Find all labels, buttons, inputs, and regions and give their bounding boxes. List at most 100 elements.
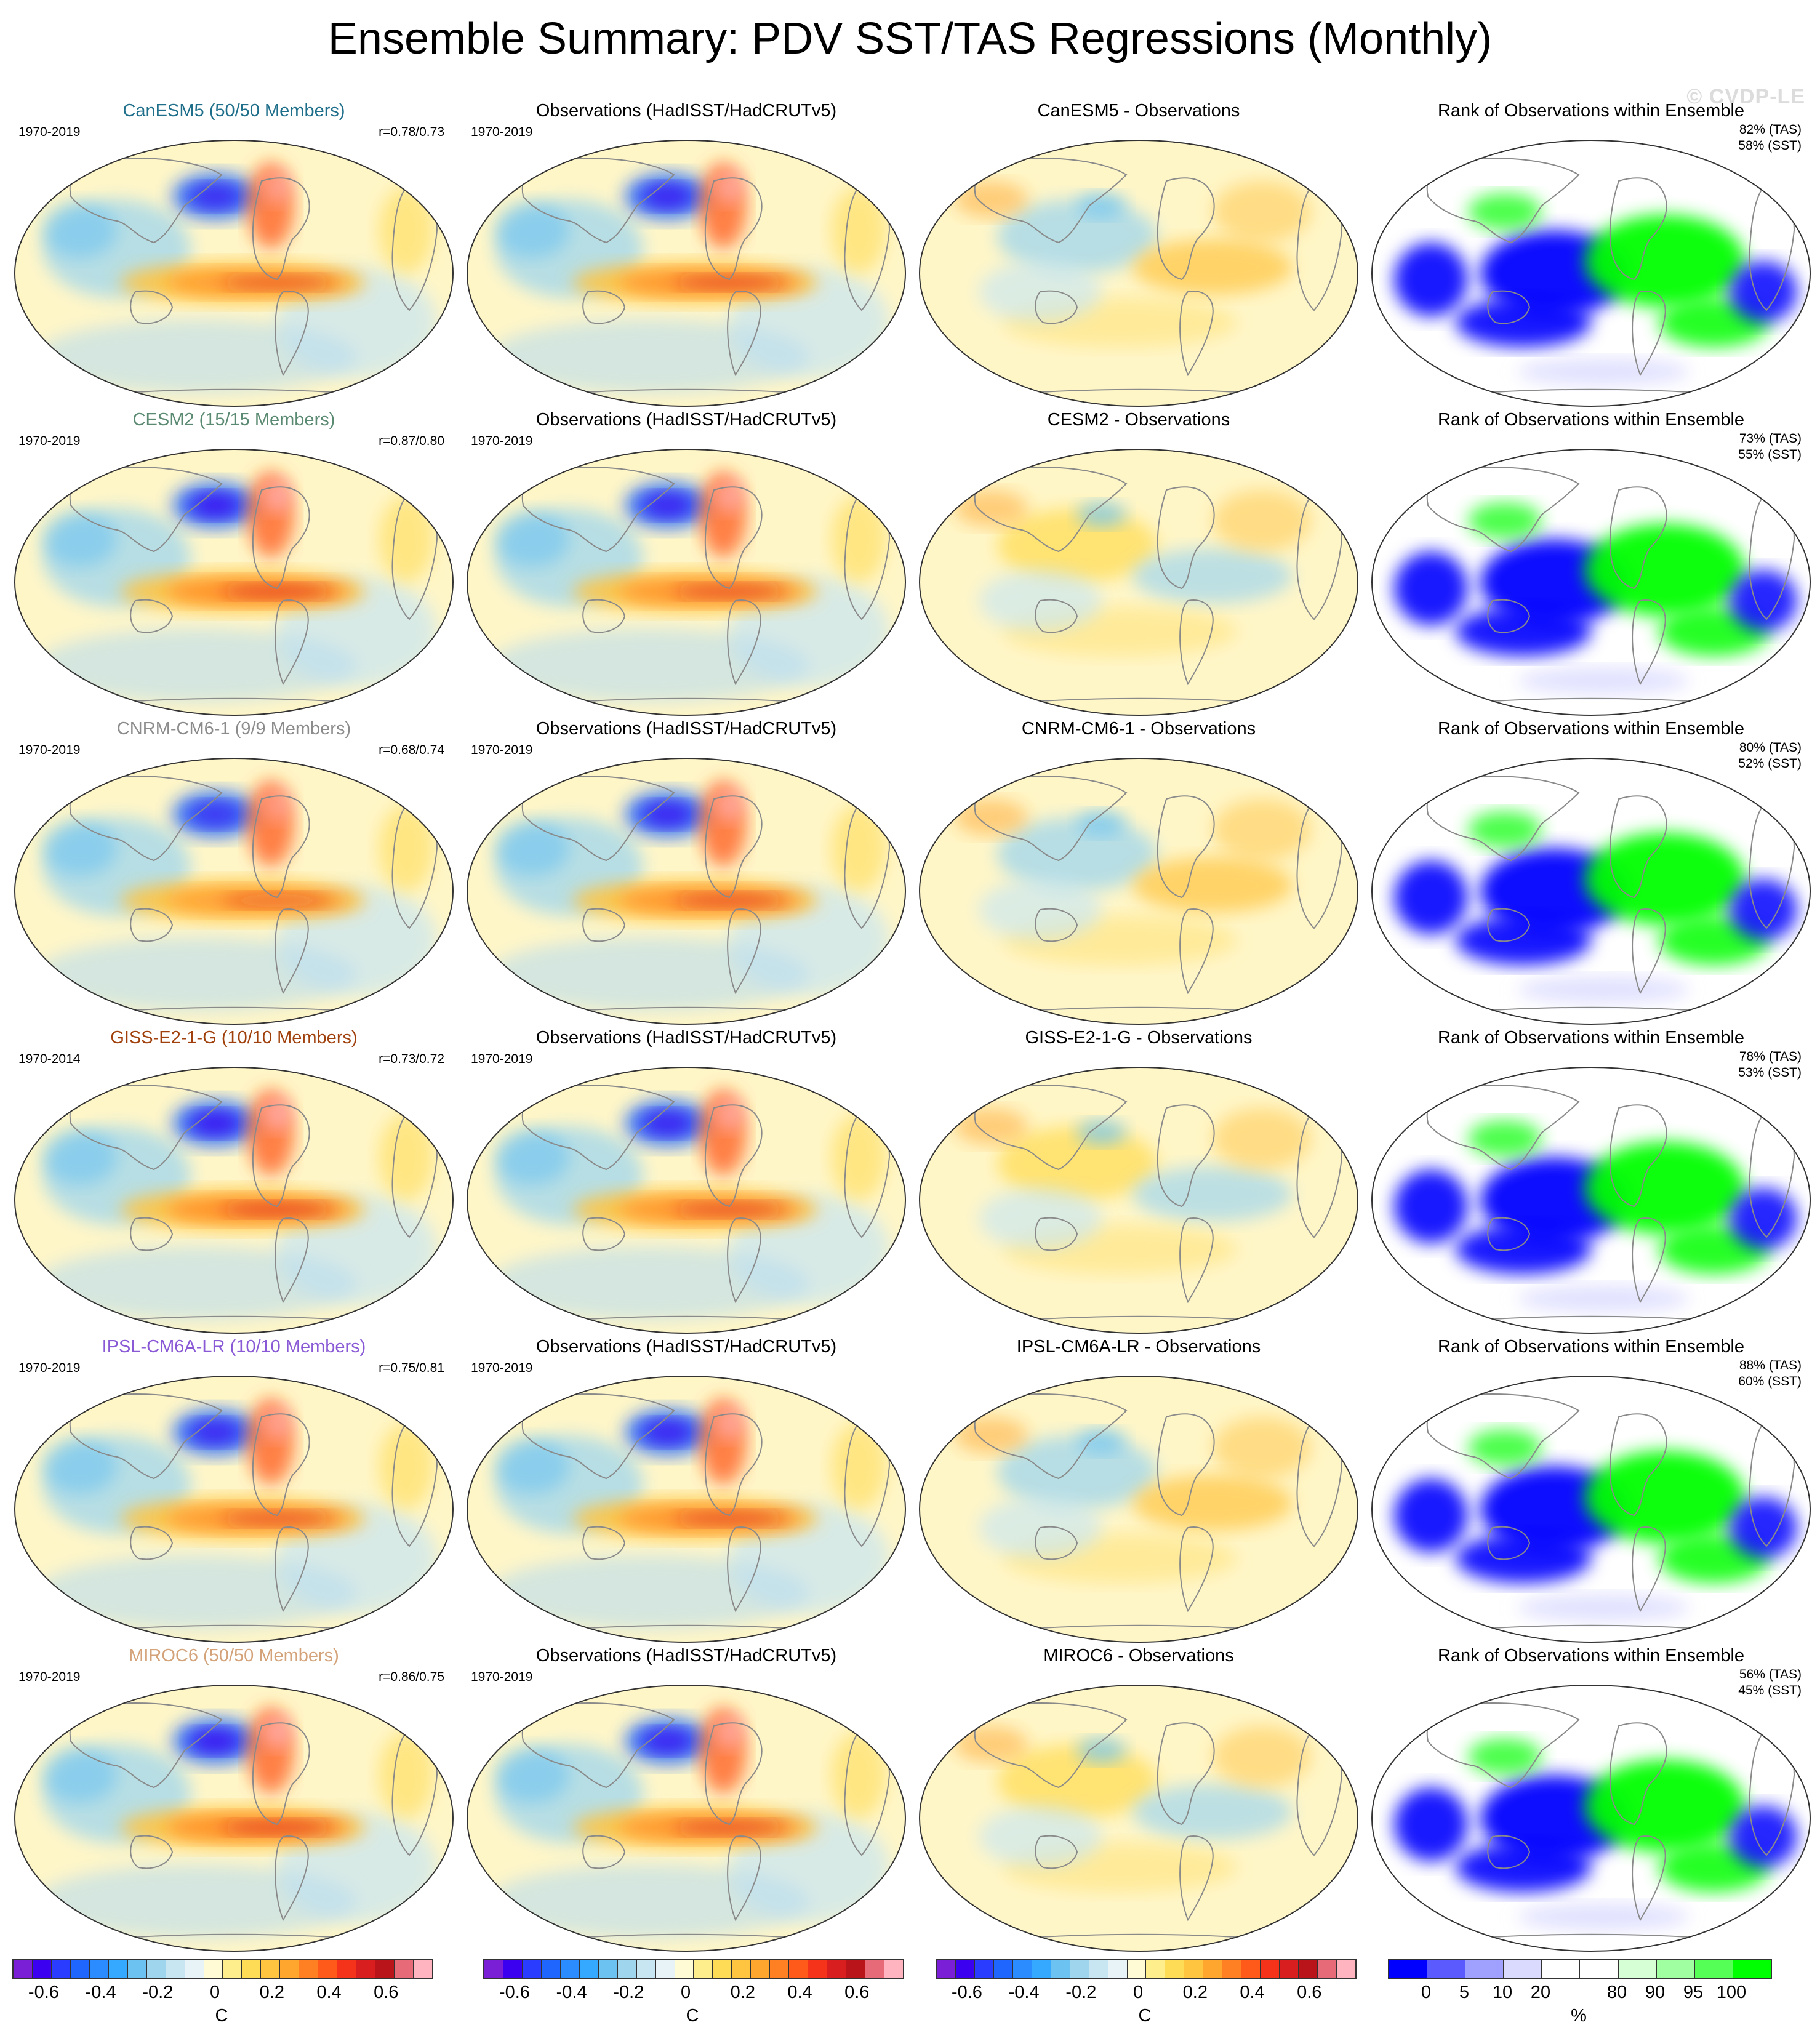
figure-title: Ensemble Summary: PDV SST/TAS Regression…: [327, 14, 1493, 63]
field-patch: [1132, 857, 1293, 913]
colorbar-tick-label: -0.2: [1065, 1983, 1097, 2002]
coastline: [1179, 1835, 1214, 1922]
colorbar-swatch: [127, 1960, 147, 1978]
colorbar-tick-label: 0.4: [787, 1983, 812, 2002]
colorbar-swatch: [1203, 1960, 1223, 1978]
coastline: [130, 1217, 174, 1251]
field-patch: [1077, 193, 1126, 218]
field-patch: [1468, 1429, 1542, 1466]
field-patch: [642, 1729, 694, 1754]
colorbar-swatch: [1318, 1960, 1337, 1978]
coastline: [252, 1413, 310, 1517]
field-patch: [1468, 1738, 1542, 1775]
field-patch: [1517, 1285, 1690, 1312]
rank-title: Rank of Observations within Ensemble: [1437, 1337, 1745, 1357]
coastline: [130, 1526, 174, 1560]
pattern-correlation: r=0.75/0.81: [379, 1361, 444, 1375]
field-patch: [262, 1097, 292, 1131]
coastline: [1609, 1104, 1667, 1208]
coastline: [1179, 599, 1214, 686]
colorbar-swatch: [356, 1960, 376, 1978]
period-label: 1970-2019: [18, 743, 81, 757]
coastline: [1487, 599, 1531, 633]
observations-title: Observations (HadISST/HadCRUTv5): [535, 101, 837, 121]
field-patch: [495, 1747, 569, 1803]
model-title: CESM2 (15/15 Members): [132, 410, 335, 430]
field-patch: [1394, 1478, 1468, 1552]
coastline: [1179, 908, 1214, 995]
colorbar-swatch: [655, 1960, 675, 1978]
coastline: [1487, 1835, 1531, 1869]
colorbar-tick-label: -0.2: [613, 1983, 644, 2002]
field-patch: [642, 1111, 694, 1136]
field-patch: [674, 1511, 785, 1526]
pattern-correlation: r=0.73/0.72: [379, 1052, 444, 1066]
coastline: [1632, 599, 1666, 686]
colorbar-tick-label: 0.2: [1182, 1983, 1208, 2002]
colorbar-swatch: [1165, 1960, 1185, 1978]
field-patch: [1730, 570, 1797, 632]
period-label: 1970-2019: [471, 743, 533, 757]
field-patch: [222, 275, 332, 290]
field-patch: [1468, 193, 1542, 230]
difference-panel: IPSL-CM6A-LR - Observations: [911, 1336, 1366, 1645]
colorbar-swatch: [1280, 1960, 1299, 1978]
model-regression-panel: CNRM-CM6-1 (9/9 Members) 1970-2019 r=0.68/…: [6, 718, 462, 1027]
coastline: [1426, 466, 1580, 553]
rank-tas-percent: 80% (TAS): [1739, 740, 1802, 755]
coastline: [1426, 1702, 1580, 1789]
coastline: [704, 1413, 763, 1517]
field-patch: [495, 820, 569, 876]
field-patch: [642, 184, 694, 209]
map-border: [467, 449, 906, 716]
field-patch: [379, 496, 434, 582]
colorbar-swatch: [89, 1960, 109, 1978]
coastline: [704, 1104, 763, 1208]
field-patch: [489, 1246, 809, 1320]
colorbar-tick-label: 95: [1683, 1983, 1704, 2002]
rank-sst-percent: 45% (SST): [1738, 1683, 1802, 1698]
world-map: [919, 1376, 1358, 1643]
field-patch: [1394, 1787, 1468, 1861]
field-patch: [222, 893, 332, 908]
difference-title: CNRM-CM6-1 - Observations: [1021, 719, 1256, 739]
coastline: [275, 599, 309, 686]
colorbar-swatch: [261, 1960, 281, 1978]
rank-title: Rank of Observations within Ensemble: [1437, 410, 1745, 430]
map-border: [1371, 758, 1811, 1025]
colorbar-swatch: [395, 1960, 414, 1978]
field-patch: [222, 1202, 332, 1217]
field-patch: [1730, 879, 1797, 940]
colorbar-tick-label: -0.4: [556, 1983, 587, 2002]
field-patch: [674, 893, 785, 908]
colorbar-swatch: [32, 1960, 52, 1978]
coastline: [1632, 1835, 1666, 1922]
colorbar-tick-label: 5: [1459, 1983, 1470, 2002]
coastline: [1426, 1084, 1580, 1171]
colorbar-swatch: [579, 1960, 599, 1978]
coastline: [69, 466, 223, 553]
field-patch: [642, 493, 694, 518]
field-patch: [190, 184, 241, 209]
field-patch: [1585, 1451, 1745, 1543]
rank-panel: Rank of Observations within Ensemble 88% …: [1363, 1336, 1819, 1645]
rank-title: Rank of Observations within Ensemble: [1437, 719, 1745, 739]
difference-title: GISS-E2-1-G - Observations: [1025, 1028, 1253, 1048]
field-patch: [1213, 1726, 1311, 1787]
field-patch: [715, 479, 744, 513]
field-patch: [954, 181, 1028, 218]
colorbar-swatch: [337, 1960, 357, 1978]
field-patch: [37, 937, 357, 1011]
colorbar-swatch: [789, 1960, 809, 1978]
difference-title: CESM2 - Observations: [1047, 410, 1230, 430]
coastline: [130, 908, 174, 942]
colorbar-swatch: [522, 1960, 542, 1978]
map-border: [467, 758, 906, 1025]
field-patch: [1394, 551, 1468, 625]
rank-panel: Rank of Observations within Ensemble 56% …: [1363, 1645, 1819, 1954]
field-patch: [1517, 667, 1690, 694]
map-border: [467, 1067, 906, 1334]
field-patch: [43, 820, 117, 876]
observations-title: Observations (HadISST/HadCRUTv5): [535, 719, 837, 739]
coastline: [727, 291, 761, 377]
